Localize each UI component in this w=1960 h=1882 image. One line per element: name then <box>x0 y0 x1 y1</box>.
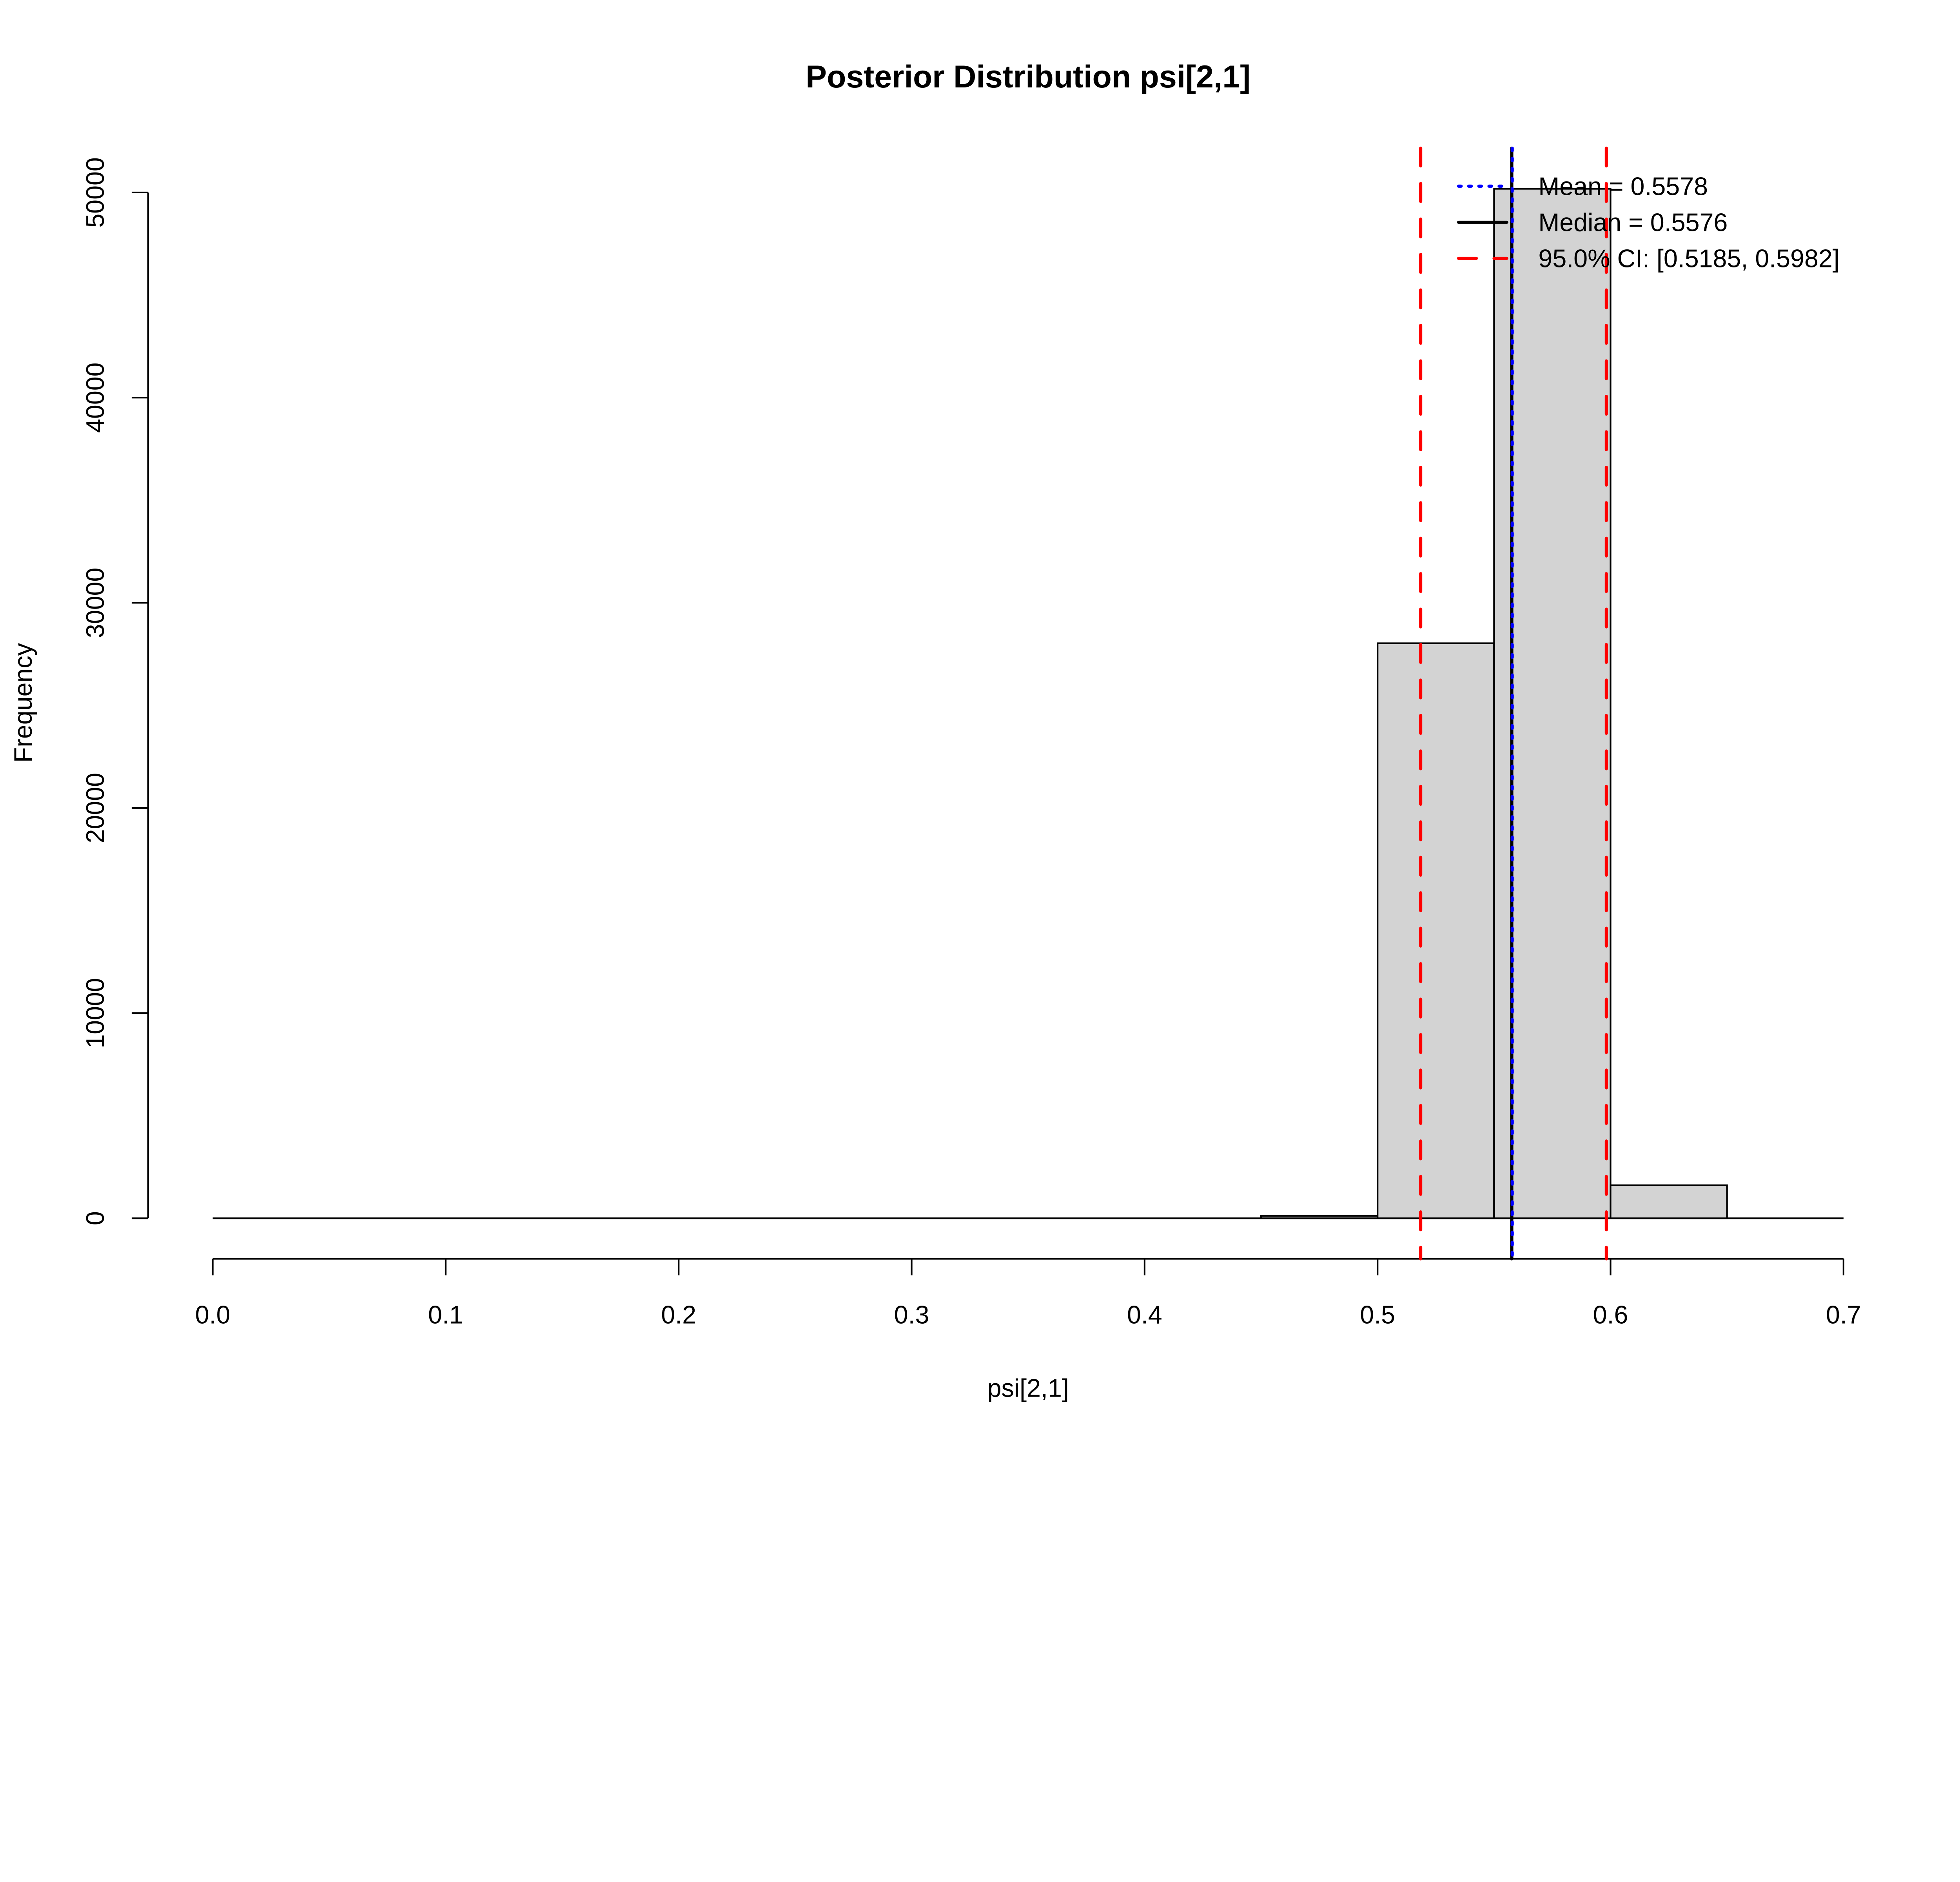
y-tick-label: 40000 <box>81 362 109 433</box>
histogram-bar-1 <box>1377 642 1495 1219</box>
legend-label: 95.0% CI: [0.5185, 0.5982] <box>1538 245 1839 273</box>
x-tick-label: 0.5 <box>1360 1301 1395 1329</box>
x-tick-label: 0.3 <box>894 1301 929 1329</box>
x-axis-label: psi[2,1] <box>987 1374 1069 1402</box>
x-tick-label: 0.6 <box>1593 1301 1628 1329</box>
y-tick-label: 20000 <box>81 773 109 843</box>
legend-label: Mean = 0.5578 <box>1538 172 1708 200</box>
axes-group: 0.0 0.1 0.2 0.3 0.4 0.5 0.6 0.7 0 10000 20000 30000… <box>81 157 1861 1329</box>
legend: Mean = 0.5578 Median = 0.5576 95.0% CI: [0… <box>1457 172 1840 273</box>
y-axis-label: Frequency <box>9 643 37 763</box>
x-tick-label: 0.4 <box>1127 1301 1162 1329</box>
reference-lines-group <box>1419 146 1608 1261</box>
histogram-bar-3 <box>1610 1184 1728 1219</box>
y-tick-label: 0 <box>81 1211 109 1225</box>
legend-label: Median = 0.5576 <box>1538 208 1728 236</box>
chart-title: Posterior Distribution psi[2,1] <box>806 59 1250 94</box>
x-tick-label: 0.0 <box>195 1301 230 1329</box>
histogram-bar-0 <box>1260 1215 1379 1219</box>
x-tick-label: 0.1 <box>428 1301 463 1329</box>
y-tick-label: 30000 <box>81 568 109 638</box>
y-tick-label: 10000 <box>81 978 109 1048</box>
x-tick-label: 0.7 <box>1826 1301 1861 1329</box>
x-tick-label: 0.2 <box>661 1301 696 1329</box>
histogram-chart: Posterior Distribution psi[2,1] psi[2,1]… <box>9 59 1861 1402</box>
y-tick-label: 50000 <box>81 157 109 228</box>
